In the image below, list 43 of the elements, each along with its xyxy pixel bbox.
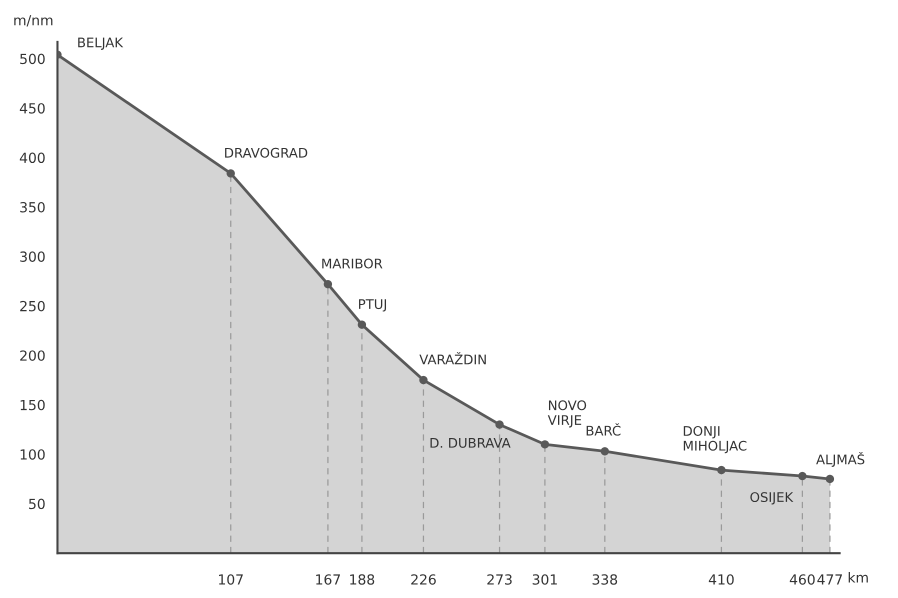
- annotation: PTUJ: [359, 299, 386, 312]
- y-tick-label: 250: [20, 300, 45, 312]
- x-tick-label: 477: [817, 574, 842, 585]
- y-tick-label: 200: [20, 350, 45, 361]
- y-tick-label: 500: [20, 54, 45, 64]
- x-axis-title: km: [848, 572, 868, 583]
- point: [600, 447, 609, 456]
- point: [358, 320, 366, 329]
- point: [226, 169, 235, 178]
- annotation: D. DUBRAVA: [430, 438, 511, 448]
- point: [540, 440, 550, 449]
- annotation: VARAŽDIN: [419, 352, 486, 364]
- y-tick-label: 450: [20, 103, 45, 114]
- x-tick-label: 167: [316, 574, 340, 585]
- point: [798, 472, 807, 480]
- annotation: MARIBOR: [322, 258, 382, 269]
- x-tick-label: 273: [487, 574, 512, 585]
- x-tick-label: 338: [592, 574, 618, 585]
- x-tick-label: 188: [350, 574, 374, 585]
- x-tick-label: 226: [411, 574, 436, 585]
- point: [717, 466, 726, 474]
- y-tick-label: 400: [20, 152, 45, 164]
- point: [324, 280, 332, 288]
- y-tick-label: 100: [20, 449, 45, 460]
- x-tick-label: 107: [219, 574, 243, 585]
- y-tick-label: 350: [20, 202, 45, 212]
- annotation: DRAVOGRAD: [225, 148, 308, 158]
- y-axis-title: m/nm: [14, 15, 52, 27]
- annotation: BARČ: [586, 423, 620, 436]
- annotation: OSIJEK: [750, 492, 794, 505]
- x-tick-label: 460: [790, 574, 815, 585]
- annotation: BELJAK: [78, 38, 124, 50]
- x-tick-label: 410: [708, 574, 734, 585]
- annotation: ALJMAŠ: [816, 452, 864, 467]
- point: [419, 376, 428, 384]
- y-tick-label: 50: [29, 498, 45, 510]
- annotation: NOVO VIRJE: [548, 400, 586, 428]
- y-tick-label: 150: [20, 400, 45, 410]
- annotation: DONJI MIHOLJAC: [684, 426, 746, 454]
- x-tick-label: 301: [532, 574, 557, 585]
- y-tick-label: 300: [20, 251, 45, 262]
- point: [826, 474, 834, 484]
- point: [495, 420, 504, 429]
